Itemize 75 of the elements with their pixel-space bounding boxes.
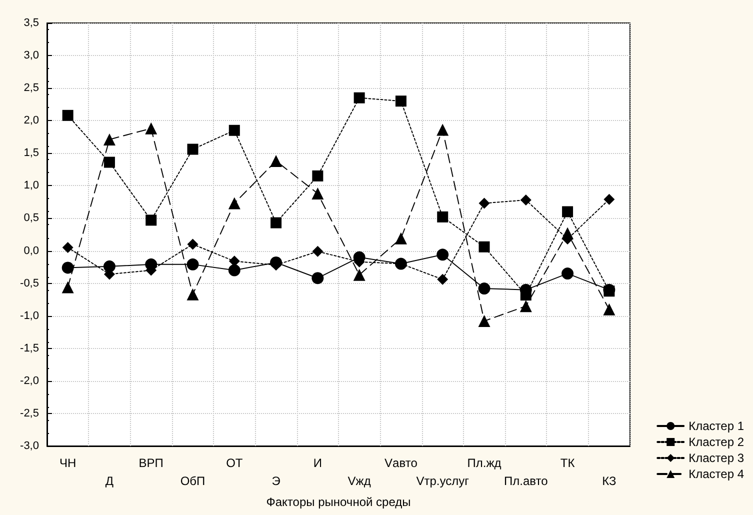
x-tick-label: ТК <box>560 456 575 470</box>
point <box>520 300 532 312</box>
point <box>228 197 240 210</box>
point <box>353 268 366 281</box>
x-tick-label: ВРП <box>138 456 164 470</box>
x-tick-label: Vавто <box>384 456 418 470</box>
x-tick-label: Э <box>272 474 281 488</box>
point <box>478 241 490 252</box>
point <box>478 315 490 328</box>
y-tick-label: -2,5 <box>20 407 39 420</box>
x-tick-label: ОТ <box>226 456 244 470</box>
y-tick-label: -3,0 <box>20 440 39 452</box>
point <box>186 288 199 300</box>
y-tick-label: 2,0 <box>24 114 39 127</box>
x-tick-label: Д <box>105 474 114 488</box>
point <box>436 248 449 261</box>
point <box>478 198 490 209</box>
x-tick-label: Пл.жд <box>467 456 502 470</box>
point <box>437 211 448 222</box>
y-tick-label: 1,5 <box>24 147 39 160</box>
x-tick-label: ЧН <box>59 456 76 470</box>
legend-label: Кластер 2 <box>688 435 744 449</box>
legend-label: Кластер 1 <box>688 419 744 433</box>
y-tick-label: 0,5 <box>24 212 39 224</box>
y-tick-label: 3,5 <box>24 17 39 29</box>
y-tick-label: 2,5 <box>24 82 39 94</box>
x-tick-label: ОбП <box>180 474 206 488</box>
point <box>270 217 282 228</box>
point <box>354 92 365 104</box>
y-tick-label: -0,5 <box>20 277 39 290</box>
point <box>103 133 116 146</box>
point <box>312 170 324 182</box>
point <box>312 272 324 284</box>
point <box>394 232 407 244</box>
y-tick-label: 3,0 <box>24 50 39 62</box>
x-tick-label: Vжд <box>348 474 371 488</box>
point <box>436 124 449 136</box>
point <box>270 154 282 167</box>
legend-label: Кластер 3 <box>688 451 744 465</box>
legend-label: Кластер 4 <box>688 467 744 481</box>
point <box>228 264 240 276</box>
point <box>312 246 324 257</box>
point <box>604 194 615 205</box>
point <box>62 281 74 294</box>
x-tick-label: КЗ <box>602 474 616 488</box>
point <box>62 242 74 254</box>
y-tick-label: 1,0 <box>24 180 39 192</box>
point <box>145 122 158 134</box>
point <box>186 258 199 270</box>
point <box>104 156 115 168</box>
point <box>395 96 406 107</box>
point <box>270 256 282 268</box>
point <box>520 194 532 206</box>
point <box>187 144 198 155</box>
point <box>228 124 240 136</box>
point <box>145 258 158 270</box>
point <box>562 268 574 280</box>
y-tick-label: -2,0 <box>20 374 39 387</box>
point <box>437 274 448 285</box>
point <box>103 260 116 272</box>
point <box>312 188 324 200</box>
point <box>478 282 490 295</box>
point <box>62 262 74 274</box>
y-tick-label: 0,0 <box>24 244 39 257</box>
point <box>187 238 198 250</box>
point <box>146 214 157 226</box>
x-tick-label: Vтр.услуг <box>416 474 470 488</box>
point <box>603 303 616 316</box>
x-axis-title: Факторы рыночной среды <box>266 495 411 509</box>
x-tick-label: И <box>313 456 322 470</box>
y-tick-label: -1,5 <box>20 342 39 354</box>
point <box>62 110 74 121</box>
x-tick-label: Пл.авто <box>504 474 548 488</box>
point <box>562 206 574 218</box>
y-tick-label: -1,0 <box>20 310 39 322</box>
